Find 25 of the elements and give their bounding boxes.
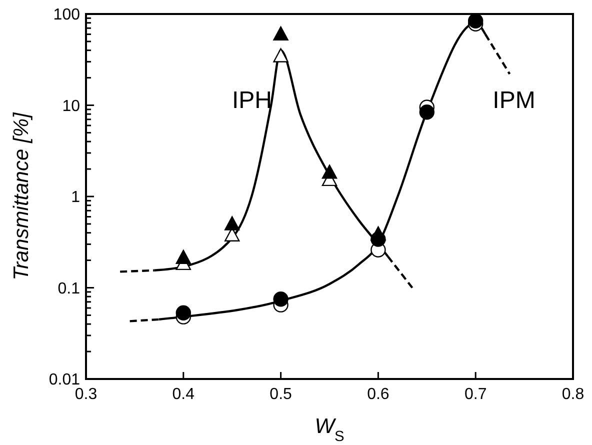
point	[468, 13, 484, 29]
x-tick-label: 0.5	[270, 386, 292, 403]
y-tick-label: 1	[71, 189, 80, 206]
point	[224, 216, 240, 230]
y-tick-label: 100	[53, 6, 80, 24]
point	[419, 104, 434, 120]
y-tick-label: 0.1	[58, 280, 80, 298]
point	[273, 48, 288, 62]
y-axis-title: Transmittance [%]	[10, 112, 33, 280]
point	[322, 164, 338, 179]
x-tick-label: 0.7	[464, 386, 487, 403]
point	[273, 26, 288, 41]
point	[370, 232, 386, 247]
annotation: IPH	[232, 87, 272, 114]
y-tick-label: 0.01	[48, 372, 80, 388]
x-tick-label: 0.3	[74, 386, 98, 403]
x-axis-title: W$_{S}$	[314, 415, 345, 445]
x-tick-label: 0.8	[562, 386, 584, 403]
annotation: IPM	[492, 87, 536, 114]
y-tick-label: 10	[62, 98, 80, 115]
point	[176, 250, 191, 264]
x-tick-label: 0.6	[367, 386, 390, 403]
point	[176, 305, 191, 321]
point	[273, 292, 288, 307]
x-tick-label: 0.4	[172, 386, 195, 403]
